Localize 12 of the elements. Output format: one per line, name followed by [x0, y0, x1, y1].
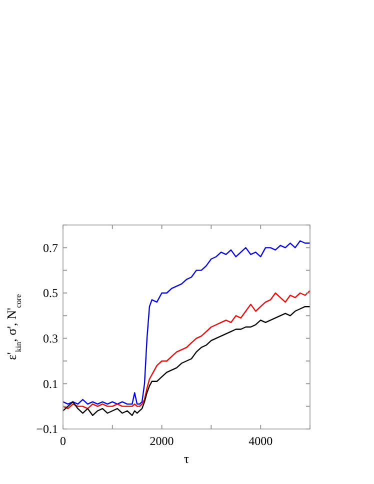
- y-tick-label: 0.1: [43, 376, 58, 391]
- line-series: [62, 306, 311, 416]
- x-axis-title: τ: [184, 451, 190, 466]
- y-tick-label: −0.1: [36, 422, 58, 436]
- line-series: [62, 240, 311, 405]
- y-tick-label: 0.7: [43, 240, 58, 255]
- x-tick-label: 2000: [150, 434, 174, 448]
- y-tick-label: 0.5: [43, 286, 58, 300]
- line-series: [62, 290, 311, 410]
- y-tick-label: 0.3: [43, 332, 58, 346]
- x-tick-label: 4000: [248, 434, 273, 448]
- x-tick-label: 0: [60, 434, 66, 448]
